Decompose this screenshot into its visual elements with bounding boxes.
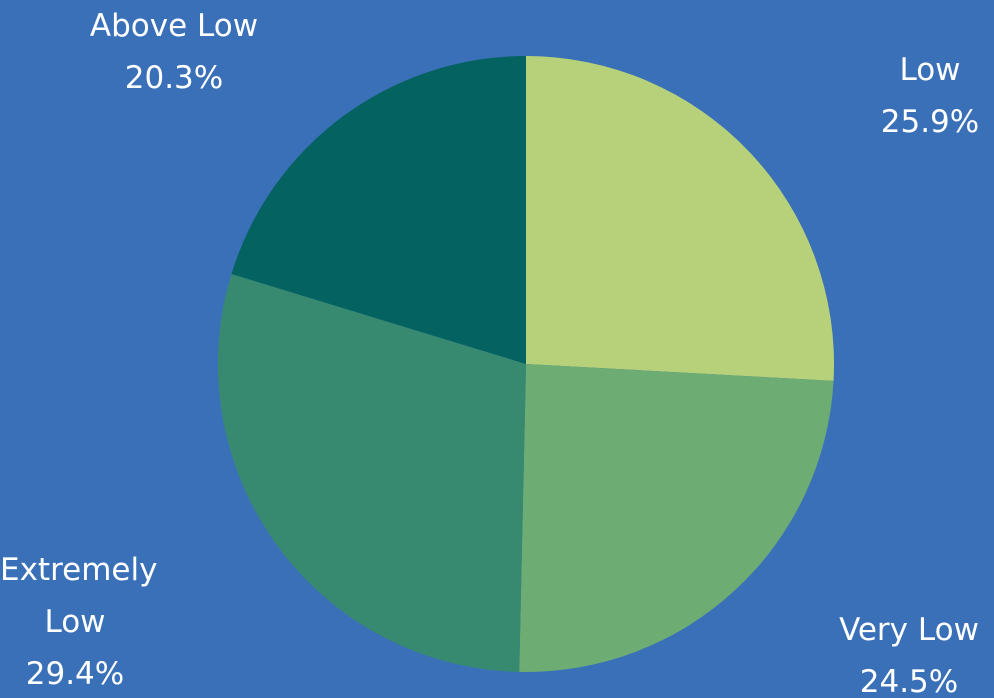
slice-name-above-low: Above Low [89,8,259,44]
pie-slice-above-low [231,56,526,364]
slice-label-low: Low 25.9% [860,44,994,148]
slice-label-above-low: Above Low 20.3% [74,0,274,104]
slice-name-very-low: Very Low [839,612,979,648]
slice-name-extremely-low-line2: Low [44,604,106,640]
slice-label-extremely-low: Extremely Low 29.4% [0,544,158,698]
slice-percent-low: 25.9% [880,104,980,140]
slice-percent-extremely-low: 29.4% [25,656,125,692]
slice-percent-above-low: 20.3% [124,60,224,96]
pie-slice-low [526,56,835,381]
pie-slice-extremely-low [218,273,526,672]
slice-name-extremely-low-line1: Extremely [0,552,158,588]
slice-name-low: Low [899,52,961,88]
slice-label-very-low: Very Low 24.5% [824,604,994,698]
pie-slice-very-low [519,364,834,673]
slice-percent-very-low: 24.5% [859,664,959,698]
